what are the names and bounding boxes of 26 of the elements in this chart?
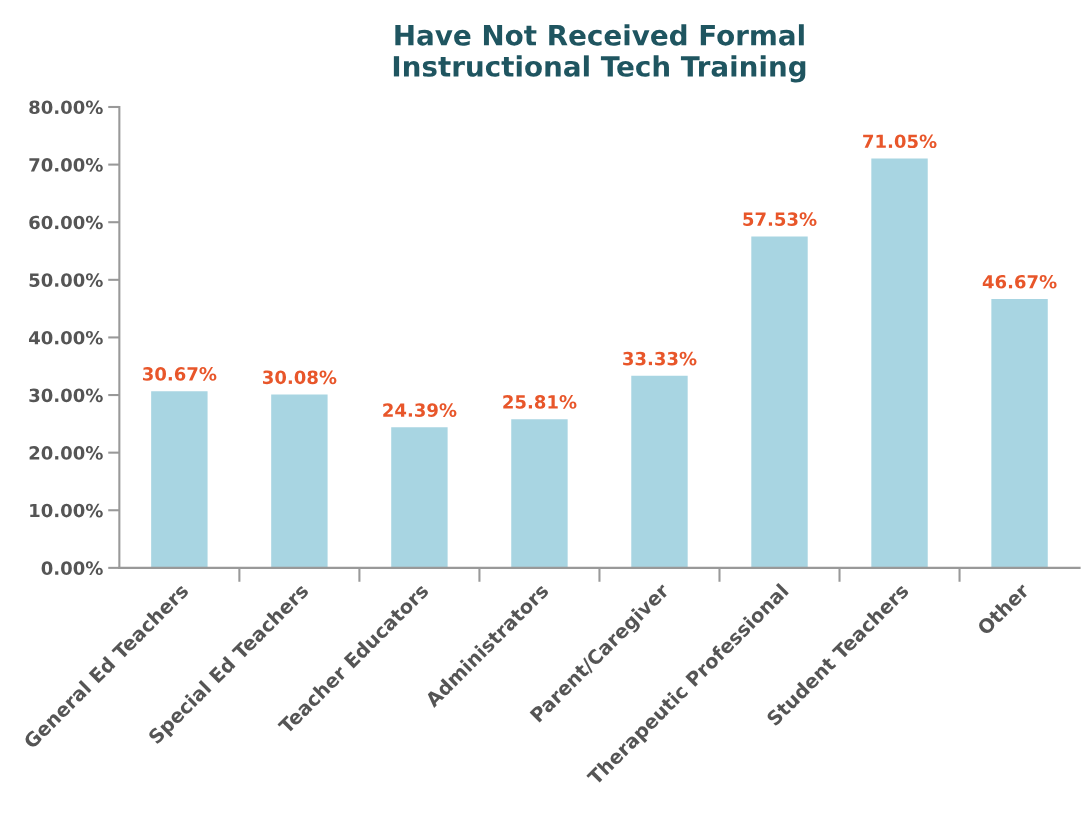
data-label: 46.67%: [982, 274, 1057, 289]
bar: [391, 427, 448, 568]
chart-title: Have Not Received Formal Instructional Tech Training: [393, 24, 806, 83]
data-label: 57.53%: [743, 212, 817, 226]
y-tick-label: 40.00%: [28, 330, 103, 345]
bar: [511, 419, 568, 568]
data-label: 30.08%: [263, 370, 337, 385]
y-tick-label: 20.00%: [29, 446, 103, 460]
bar: [751, 236, 808, 568]
data-label: 25.81%: [503, 395, 577, 409]
y-tick-label: 70.00%: [29, 158, 103, 172]
y-tick-label: 60.00%: [29, 215, 103, 230]
data-label: 71.05%: [863, 134, 937, 149]
bar: [271, 394, 328, 568]
y-tick-label: 10.00%: [30, 503, 103, 518]
y-tick-label: 30.00%: [29, 388, 103, 403]
y-tick-label: 80.00%: [29, 100, 103, 115]
data-label: 24.39%: [383, 403, 457, 417]
bar: [631, 375, 688, 568]
data-label: 30.67%: [142, 367, 217, 381]
data-label: 33.33%: [623, 351, 697, 366]
y-tick-label: 50.00%: [29, 273, 103, 287]
y-tick-label: 0.00%: [41, 561, 103, 575]
bar: [151, 391, 208, 568]
bar: [871, 158, 928, 568]
bar: [991, 299, 1048, 568]
